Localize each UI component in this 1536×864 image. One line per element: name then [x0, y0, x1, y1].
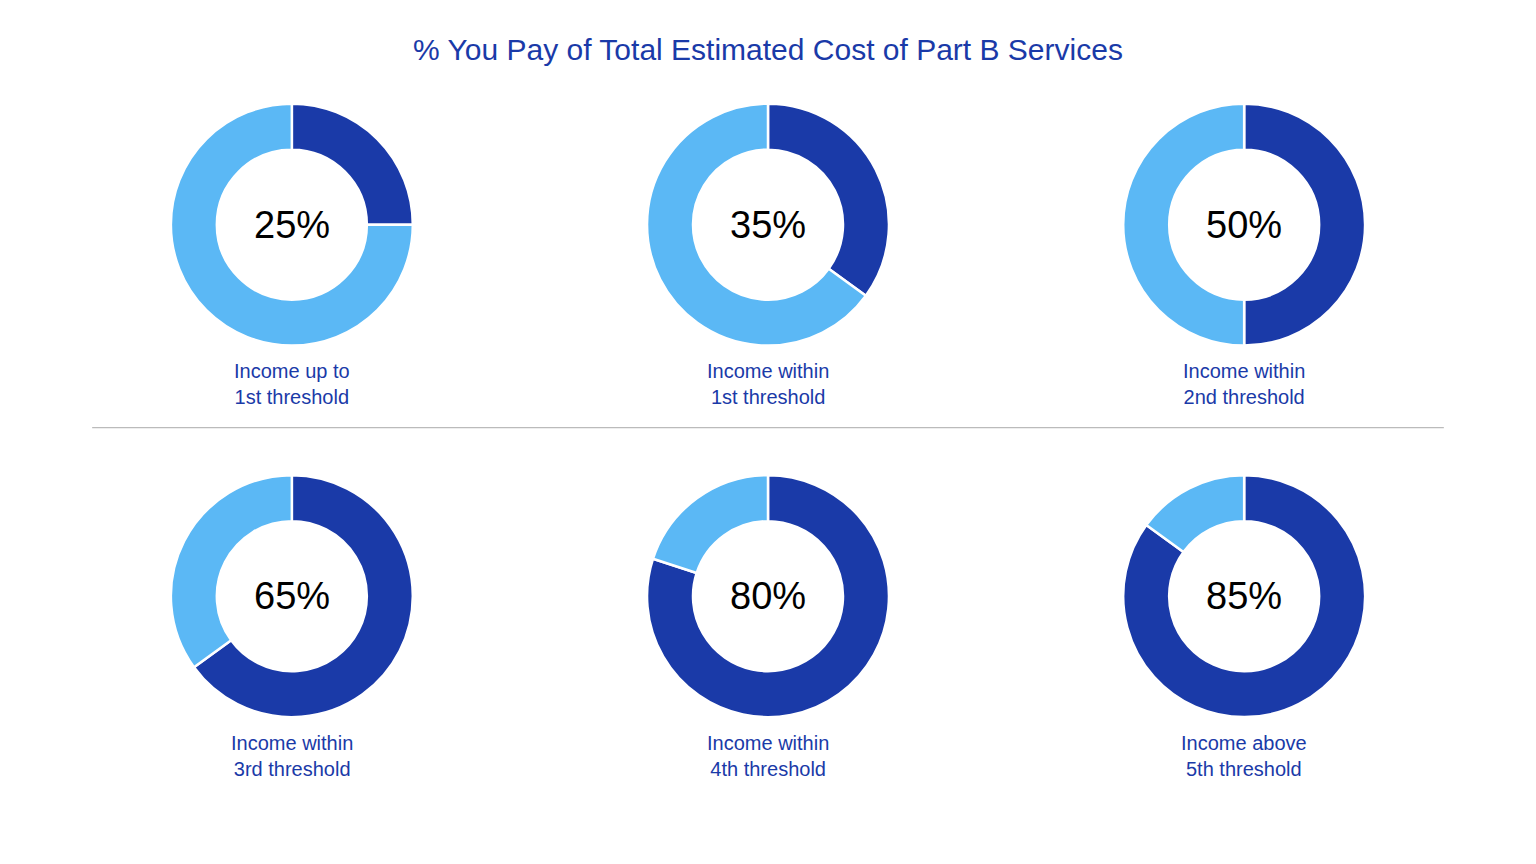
svg-text:Income above5th threshold: Income above5th threshold [1181, 732, 1307, 780]
svg-text:Income within1st threshold: Income within1st threshold [707, 360, 829, 408]
svg-text:50%: 50% [1206, 204, 1282, 246]
svg-text:35%: 35% [730, 204, 806, 246]
svg-text:85%: 85% [1206, 575, 1282, 617]
svg-text:% You Pay of Total Estimated C: % You Pay of Total Estimated Cost of Par… [413, 33, 1123, 66]
svg-text:Income within2nd threshold: Income within2nd threshold [1183, 360, 1305, 408]
svg-text:Income up to1st threshold: Income up to1st threshold [234, 360, 350, 408]
svg-text:25%: 25% [254, 204, 330, 246]
svg-text:65%: 65% [254, 575, 330, 617]
svg-text:Income within3rd threshold: Income within3rd threshold [231, 732, 353, 780]
svg-text:80%: 80% [730, 575, 806, 617]
svg-text:Income within4th threshold: Income within4th threshold [707, 732, 829, 780]
